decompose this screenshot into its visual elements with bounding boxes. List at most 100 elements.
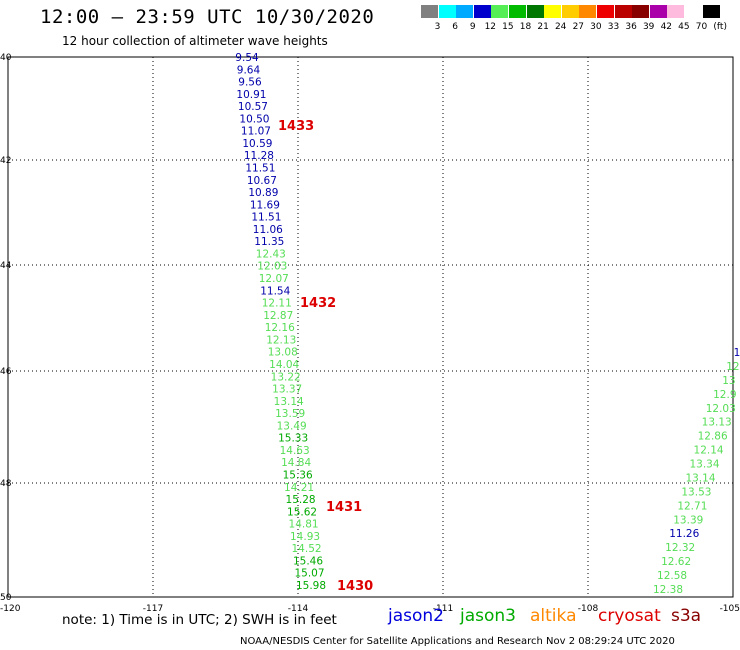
wave-height-value: 10.89: [248, 187, 278, 199]
wave-height-value: 14.63: [280, 445, 310, 457]
map-frame: [7, 56, 734, 598]
wave-height-value: 15.36: [283, 469, 313, 481]
wave-height-value: 15.07: [294, 568, 324, 580]
wave-height-value: 14.52: [292, 543, 322, 555]
wave-height-value: 13.13: [702, 417, 732, 429]
wave-height-value: 12.62: [661, 556, 691, 568]
wave-height-value: 15.46: [293, 555, 323, 567]
color-swatch-label: 3: [434, 22, 441, 32]
wave-height-value: 1: [734, 347, 740, 359]
color-swatch: [421, 5, 438, 18]
wave-height-value: 12.38: [653, 584, 683, 596]
wave-height-value: 12.71: [677, 500, 707, 512]
color-swatch-label: 12: [484, 22, 497, 32]
color-swatch: [702, 5, 720, 18]
pass-time-label: 1433: [278, 119, 314, 134]
map-subtitle: 12 hour collection of altimeter wave hei…: [62, 34, 328, 48]
wave-height-value: 12: [726, 361, 739, 373]
latitude-label: 50: [0, 593, 12, 603]
color-swatch-label: 6: [452, 22, 458, 32]
wave-height-value: 12.14: [694, 445, 724, 457]
wave-height-value: 13.14: [685, 472, 715, 484]
color-swatch-label: 27: [572, 22, 585, 32]
color-swatch-label: 39: [642, 22, 655, 32]
color-swatch-label: 36: [625, 22, 637, 32]
wave-height-value: 14.93: [290, 531, 320, 543]
color-swatch: [632, 5, 650, 18]
map-title: 12:00 – 23:59 UTC 10/30/2020: [40, 6, 375, 28]
color-swatch: [649, 5, 667, 18]
wave-height-value: 12.11: [262, 298, 292, 310]
wave-height-value: 13.14: [274, 396, 304, 408]
wave-height-value: 15.33: [278, 433, 308, 445]
color-swatch-label: 15: [502, 22, 514, 32]
color-swatch-label: 33: [607, 22, 620, 32]
longitude-label: -114: [288, 604, 309, 614]
latitude-label: 48: [0, 479, 12, 489]
color-swatch: [438, 5, 456, 18]
longitude-label: -111: [433, 604, 453, 614]
legend-jason2: jason2: [388, 606, 444, 626]
wave-height-value: 12.58: [657, 570, 687, 582]
wave-height-value: 14.84: [281, 457, 311, 469]
color-swatch-label: 45: [678, 22, 690, 32]
credit-footer: NOAA/NESDIS Center for Satellite Applica…: [240, 636, 675, 647]
wave-height-value: 11.54: [260, 285, 290, 297]
wave-height-value: 13.22: [271, 371, 301, 383]
color-swatch: [561, 5, 579, 18]
color-swatch: [614, 5, 632, 18]
wave-height-value: 12.86: [698, 431, 728, 443]
color-swatch: [526, 5, 544, 18]
legend-jason3: jason3: [460, 606, 516, 626]
legend-altika: altika: [530, 606, 577, 626]
latitude-label: 44: [0, 261, 12, 271]
latitude-label: 46: [0, 367, 12, 377]
color-swatch: [456, 5, 474, 18]
longitude-label: -105: [720, 604, 740, 614]
wave-height-value: 9.64: [237, 64, 261, 76]
color-swatch: [473, 5, 491, 18]
wave-height-value: 9.54: [235, 52, 259, 64]
wave-height-value: 13.39: [673, 514, 703, 526]
wave-height-value: 13.53: [681, 486, 711, 498]
wave-height-value: 10.67: [247, 175, 277, 187]
wave-height-value: 13.08: [268, 347, 298, 359]
pass-time-label: 1431: [326, 500, 362, 515]
color-swatch-label: 30: [590, 22, 602, 32]
wave-height-value: 12.87: [263, 310, 293, 322]
longitude-label: -117: [143, 604, 163, 614]
wave-height-value: 11.51: [245, 163, 275, 175]
color-swatch: [597, 5, 614, 18]
wave-height-value: 10.91: [236, 89, 266, 101]
pass-time-label: 1432: [300, 296, 336, 311]
color-swatch: [491, 5, 509, 18]
wave-height-value: 12.43: [256, 248, 286, 260]
legend-s3a: s3a: [671, 606, 702, 626]
wave-height-value: 12.16: [265, 322, 295, 334]
wave-height-value: 11.35: [254, 236, 284, 248]
wave-height-value: 10.50: [239, 113, 269, 125]
wave-height-value: 15.98: [296, 580, 326, 592]
wave-height-value: 15.62: [287, 506, 317, 518]
wave-height-value: 12.9: [713, 389, 736, 401]
wave-height-value: 10.59: [242, 138, 272, 150]
longitude-label: -120: [0, 604, 21, 614]
wave-height-value: 12.32: [665, 542, 695, 554]
color-swatch: [509, 5, 526, 18]
wave-height-value: 12.13: [266, 334, 296, 346]
wave-height-value: 14.81: [289, 519, 319, 531]
wave-height-value: 15.28: [286, 494, 316, 506]
wave-height-value: 13.37: [272, 384, 302, 396]
wave-height-value: 11.07: [241, 126, 271, 138]
wave-height-value: 11.51: [251, 212, 281, 224]
wave-height-value: 11.06: [253, 224, 283, 236]
color-swatch-label: 70: [695, 22, 708, 32]
color-scale-unit: (ft): [713, 22, 727, 32]
color-swatch-label: 18: [519, 22, 532, 32]
color-swatch: [685, 5, 702, 18]
wave-height-value: 10.57: [238, 101, 268, 113]
wave-height-value: 13.59: [275, 408, 305, 420]
wave-height-value: 14.04: [269, 359, 299, 371]
wave-height-value: 13.34: [689, 459, 719, 471]
